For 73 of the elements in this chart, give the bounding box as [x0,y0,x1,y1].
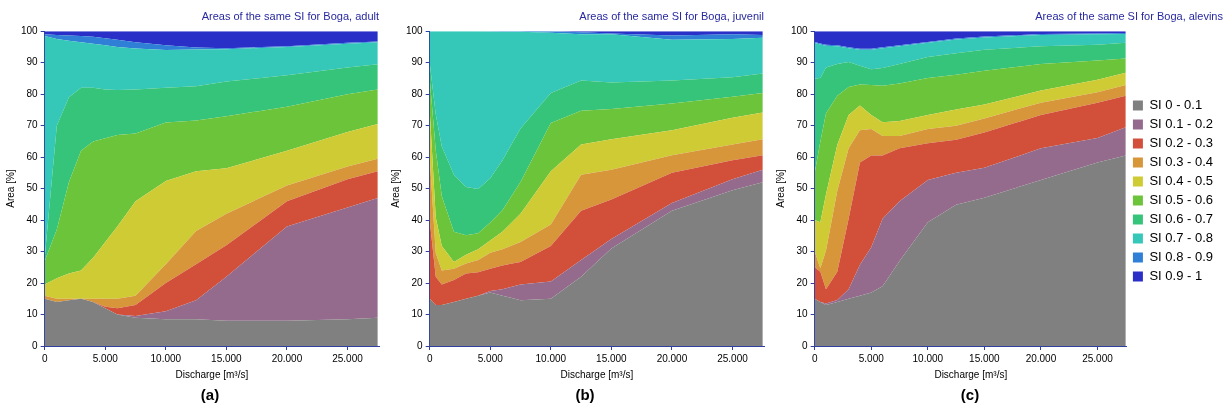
x-tick-label: 20.000 [271,352,303,364]
y-tick-label: 40 [411,213,424,225]
x-tick-label: 15.000 [969,352,1001,364]
y-tick-label: 60 [411,150,424,162]
y-tick-label: 70 [796,119,809,131]
y-axis-title: Area [%] [774,169,786,208]
legend-label: SI 0.3 - 0.4 [1149,154,1213,170]
x-tick-label: 25.000 [717,352,749,364]
y-tick-label: 20 [26,276,39,288]
x-tick-label: 20.000 [1025,352,1057,364]
y-tick-label: 30 [26,245,39,257]
y-tick-label: 60 [26,150,39,162]
chart-title: Areas of the same SI for Boga, adult [201,9,379,22]
y-tick-label: 10 [796,308,809,320]
y-tick-label: 90 [26,56,39,68]
x-tick-label: 0 [426,352,433,364]
x-tick-label: 10.000 [150,352,182,364]
x-tick-label: 25.000 [1082,352,1114,364]
y-tick-label: 100 [21,24,39,36]
x-tick-label: 15.000 [596,352,628,364]
y-tick-label: 10 [26,308,39,320]
y-tick-label: 0 [802,339,809,351]
x-tick-label: 25.000 [332,352,364,364]
y-tick-label: 80 [26,87,39,99]
y-tick-label: 100 [406,24,424,36]
y-axis-title: Area [%] [389,169,401,208]
legend-label: SI 0.5 - 0.6 [1149,192,1213,208]
y-tick-label: 100 [791,24,809,36]
y-tick-label: 40 [796,213,809,225]
chart-title: Areas of the same SI for Boga, alevins [1035,9,1224,22]
legend-label: SI 0.8 - 0.9 [1149,249,1213,265]
y-tick-label: 10 [411,308,424,320]
x-axis-title: Discharge [m³/s] [934,368,1008,380]
y-tick-label: 20 [796,276,809,288]
y-tick-label: 30 [411,245,424,257]
x-tick-label: 5.000 [477,352,504,364]
y-tick-label: 80 [411,87,424,99]
y-tick-label: 90 [796,56,809,68]
x-tick-label: 20.000 [656,352,688,364]
legend-label: SI 0.6 - 0.7 [1149,211,1213,227]
y-tick-label: 70 [26,119,39,131]
text: (c) [959,386,981,403]
y-tick-label: 50 [796,182,809,194]
x-tick-label: 10.000 [912,352,944,364]
y-tick-label: 0 [32,339,39,351]
legend-label: SI 0.7 - 0.8 [1149,230,1213,246]
x-tick-label: 15.000 [211,352,243,364]
chart-title: Areas of the same SI for Boga, juvenil [579,9,764,22]
y-tick-label: 90 [411,56,424,68]
text: (a) [199,386,221,403]
text: (b) [574,386,596,403]
y-tick-label: 50 [411,182,424,194]
y-tick-label: 70 [411,119,424,131]
x-axis-title: Discharge [m³/s] [175,368,249,380]
x-tick-label: 5.000 [858,352,885,364]
x-tick-label: 0 [41,352,48,364]
y-tick-label: 40 [26,213,39,225]
legend-label: SI 0.4 - 0.5 [1149,173,1213,189]
x-tick-label: 5.000 [92,352,119,364]
y-tick-label: 80 [796,87,809,99]
legend-label: SI 0.1 - 0.2 [1149,116,1213,132]
y-tick-label: 20 [411,276,424,288]
y-tick-label: 30 [796,245,809,257]
legend-label: SI 0 - 0.1 [1149,97,1203,113]
legend-label: SI 0.2 - 0.3 [1149,135,1213,151]
x-tick-label: 0 [811,352,818,364]
x-tick-label: 10.000 [535,352,567,364]
y-tick-label: 50 [26,182,39,194]
x-axis-title: Discharge [m³/s] [560,368,634,380]
y-tick-label: 0 [417,339,424,351]
legend-label: SI 0.9 - 1 [1149,268,1203,284]
y-tick-label: 60 [796,150,809,162]
y-axis-title: Area [%] [4,169,16,208]
